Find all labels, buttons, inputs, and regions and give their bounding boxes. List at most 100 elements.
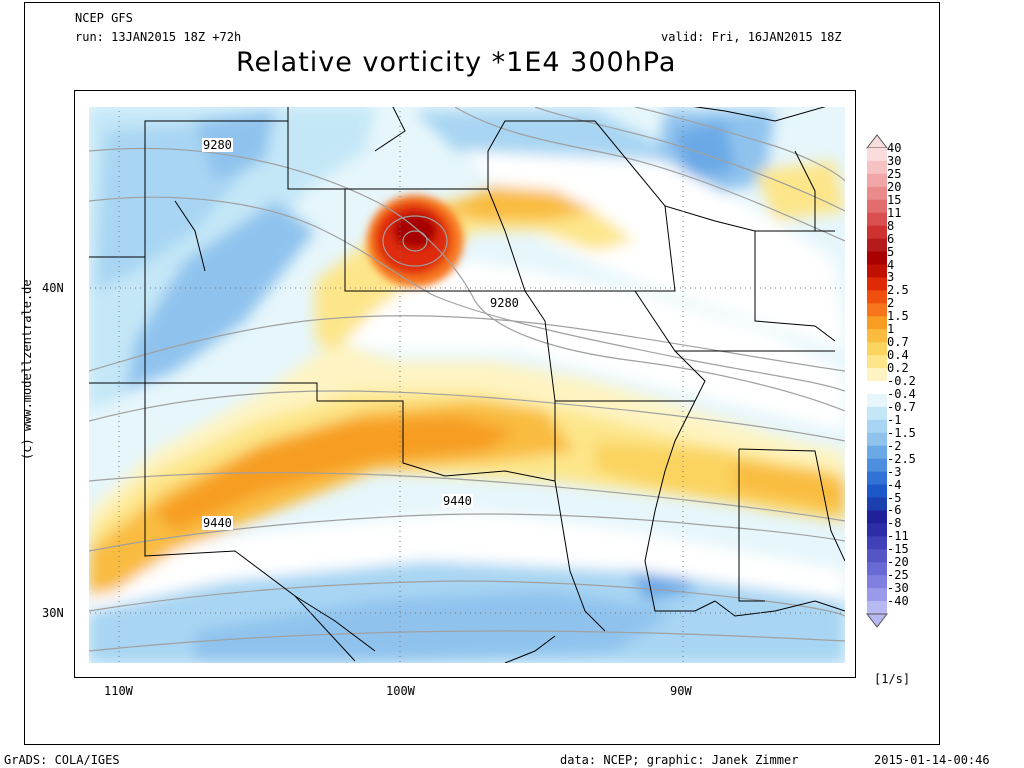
colorbar-swatch bbox=[867, 471, 887, 486]
colorbar-swatch bbox=[867, 419, 887, 434]
colorbar-swatch bbox=[867, 368, 887, 382]
contour-label: 9440 bbox=[202, 516, 233, 530]
colorbar-tick-label: 1 bbox=[887, 322, 895, 337]
colorbar-swatch bbox=[867, 199, 887, 214]
page-title: Relative vorticity *1E4 300hPa bbox=[236, 47, 677, 78]
colorbar-swatch bbox=[867, 445, 887, 460]
colorbar-tick-label: 30 bbox=[887, 153, 902, 168]
colorbar bbox=[866, 134, 888, 628]
colorbar-swatch bbox=[867, 148, 887, 162]
colorbar-swatch bbox=[867, 355, 887, 369]
colorbar-swatch bbox=[867, 601, 887, 615]
colorbar-tick-label: -1 bbox=[887, 412, 902, 427]
colorbar-swatch bbox=[867, 523, 887, 537]
colorbar-swatch bbox=[867, 277, 887, 291]
colorbar-tick-label: 5 bbox=[887, 244, 895, 259]
colorbar-swatch bbox=[867, 186, 887, 201]
colorbar-swatch bbox=[867, 329, 887, 343]
run-info: run: 13JAN2015 18Z +72h bbox=[75, 30, 242, 44]
colorbar-tick-label: -11 bbox=[887, 529, 909, 544]
graticule bbox=[89, 107, 845, 663]
colorbar-tick-label: -0.4 bbox=[887, 386, 916, 401]
colorbar-tick-label: 0.4 bbox=[887, 348, 909, 363]
colorbar-swatch bbox=[867, 238, 887, 253]
colorbar-tick-label: 2.5 bbox=[887, 283, 909, 298]
colorbar-swatch bbox=[867, 225, 887, 240]
colorbar-tick-label: 15 bbox=[887, 192, 902, 207]
colorbar-tick-label: 40 bbox=[887, 141, 902, 155]
colorbar-swatch bbox=[867, 549, 887, 563]
colorbar-tick-label: -2.5 bbox=[887, 451, 916, 466]
colorbar-tick-label: 4 bbox=[887, 257, 895, 272]
grads-credit: GrADS: COLA/IGES bbox=[4, 753, 120, 767]
lat-label: 40N bbox=[42, 281, 64, 295]
colorbar-swatch bbox=[867, 432, 887, 447]
vorticity-map: 9280 9280 9440 9440 bbox=[74, 90, 856, 678]
data-credit: data: NCEP; graphic: Janek Zimmer bbox=[560, 753, 799, 767]
colorbar-tick-label: 0.2 bbox=[887, 361, 909, 376]
colorbar-swatch bbox=[867, 173, 887, 188]
colorbar-swatch bbox=[867, 251, 887, 265]
contour-label: 9280 bbox=[489, 296, 520, 310]
colorbar-tick-label: 1.5 bbox=[887, 309, 909, 324]
contour-label: 9440 bbox=[442, 494, 473, 508]
lon-label: 100W bbox=[386, 684, 415, 698]
colorbar-tick-label: 6 bbox=[887, 231, 895, 246]
colorbar-tick-label: 0.7 bbox=[887, 335, 909, 350]
colorbar-swatch bbox=[867, 458, 887, 473]
colorbar-tick-label: -40 bbox=[887, 594, 909, 609]
colorbar-swatch bbox=[867, 497, 887, 511]
colorbar-swatch bbox=[867, 575, 887, 589]
lon-label: 90W bbox=[670, 684, 692, 698]
colorbar-tick-label: -6 bbox=[887, 503, 902, 518]
colorbar-tick-label: -0.7 bbox=[887, 399, 916, 414]
unit-label: [1/s] bbox=[874, 672, 911, 686]
timestamp: 2015-01-14-00:46 bbox=[874, 753, 990, 767]
colorbar-tick-label: 3 bbox=[887, 270, 895, 285]
colorbar-tick-label: -25 bbox=[887, 568, 909, 583]
colorbar-swatch bbox=[867, 393, 887, 408]
colorbar-swatch bbox=[867, 290, 887, 304]
colorbar-tick-label: -0.2 bbox=[887, 374, 916, 388]
watermark: (c) www.modellzentrale.de bbox=[20, 279, 34, 460]
colorbar-tick-label: -5 bbox=[887, 490, 902, 505]
state-boundaries bbox=[89, 107, 845, 663]
colorbar-tick-label: -8 bbox=[887, 516, 902, 531]
colorbar-swatch bbox=[867, 406, 887, 421]
contour-label: 9280 bbox=[202, 138, 233, 152]
colorbar-swatch bbox=[867, 484, 887, 498]
model-name: NCEP GFS bbox=[75, 11, 133, 25]
colorbar-swatch bbox=[867, 264, 887, 278]
colorbar-tick-label: 11 bbox=[887, 205, 902, 220]
colorbar-swatch bbox=[867, 381, 887, 395]
valid-time: valid: Fri, 16JAN2015 18Z bbox=[661, 30, 842, 44]
colorbar-swatch bbox=[867, 160, 887, 175]
colorbar-tick-label: 25 bbox=[887, 166, 902, 181]
colorbar-swatch bbox=[867, 303, 887, 317]
colorbar-bottom-arrow bbox=[866, 613, 888, 628]
colorbar-tick-label: -30 bbox=[887, 581, 909, 596]
colorbar-tick-label: 8 bbox=[887, 218, 895, 233]
colorbar-tick-label: -15 bbox=[887, 542, 909, 557]
blue-region-northeast bbox=[415, 111, 675, 171]
colorbar-tick-label: -20 bbox=[887, 555, 909, 570]
colorbar-tick-label: 20 bbox=[887, 179, 902, 194]
colorbar-tick-label: 2 bbox=[887, 296, 895, 311]
lon-label: 110W bbox=[104, 684, 133, 698]
colorbar-swatch bbox=[867, 510, 887, 524]
yellow-band bbox=[89, 341, 845, 591]
colorbar-tick-label: -3 bbox=[887, 464, 902, 479]
colorbar-swatch bbox=[867, 212, 887, 227]
colorbar-tick-label: -2 bbox=[887, 438, 902, 453]
colorbar-swatch bbox=[867, 562, 887, 576]
colorbar-swatch bbox=[867, 588, 887, 602]
colorbar-tick-label: -1.5 bbox=[887, 425, 916, 440]
colorbar-swatch bbox=[867, 316, 887, 330]
map-canvas bbox=[89, 107, 845, 663]
lat-label: 30N bbox=[42, 606, 64, 620]
colorbar-swatch bbox=[867, 342, 887, 356]
colorbar-tick-label: -4 bbox=[887, 477, 902, 492]
colorbar-top-arrow bbox=[866, 134, 888, 149]
colorbar-swatch bbox=[867, 536, 887, 550]
plot-frame bbox=[24, 2, 940, 745]
